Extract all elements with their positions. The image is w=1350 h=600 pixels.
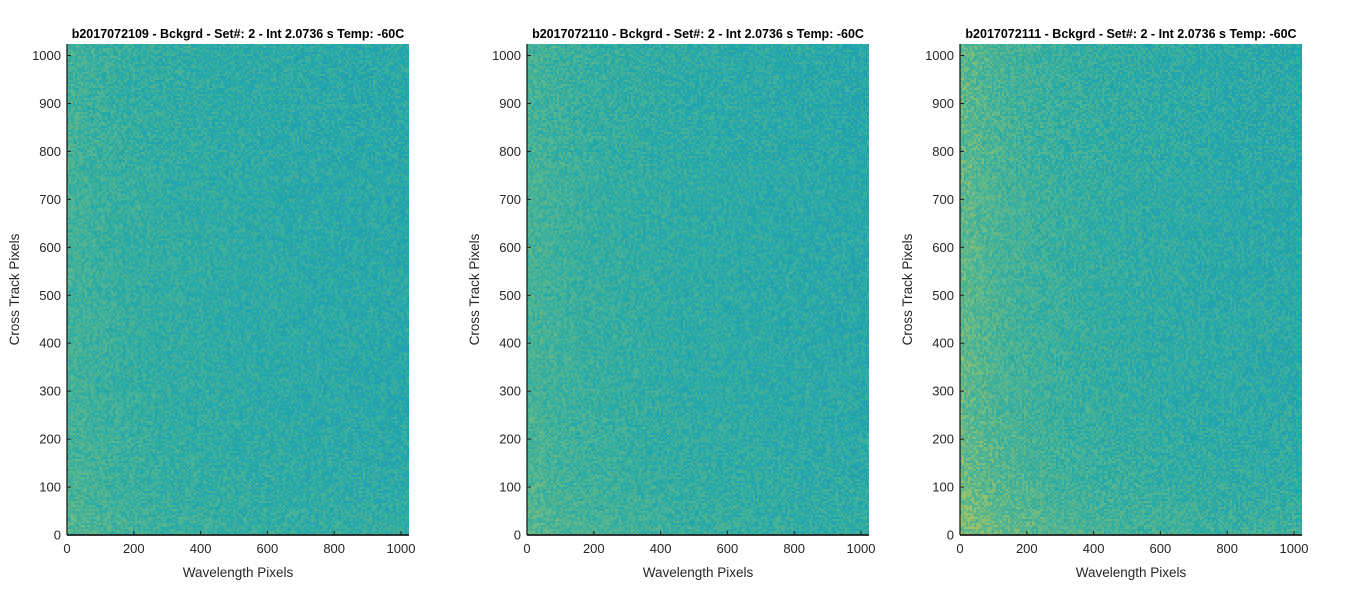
y-axis-label: Cross Track Pixels xyxy=(467,233,482,345)
y-tick-label: 500 xyxy=(499,288,521,303)
y-tick-label: 300 xyxy=(39,384,61,399)
chart-title: b2017072110 - Bckgrd - Set#: 2 - Int 2.0… xyxy=(532,27,864,41)
y-axis-label: Cross Track Pixels xyxy=(900,233,915,345)
y-tick-label: 800 xyxy=(932,144,954,159)
chart-title: b2017072109 - Bckgrd - Set#: 2 - Int 2.0… xyxy=(72,27,405,41)
y-tick-label: 400 xyxy=(932,336,954,351)
y-tick-label: 800 xyxy=(499,144,521,159)
x-tick-label: 600 xyxy=(257,541,279,556)
x-axis-label: Wavelength Pixels xyxy=(643,565,754,580)
heatmap-image xyxy=(67,44,409,535)
y-tick-label: 700 xyxy=(499,192,521,207)
y-tick-label: 0 xyxy=(54,528,61,543)
y-tick-label: 0 xyxy=(947,528,954,543)
x-axis-label: Wavelength Pixels xyxy=(183,565,294,580)
x-tick-label: 800 xyxy=(323,541,345,556)
y-tick-label: 200 xyxy=(499,432,521,447)
y-tick-label: 1000 xyxy=(492,48,521,63)
x-tick-label: 0 xyxy=(63,541,70,556)
y-tick-label: 1000 xyxy=(32,48,61,63)
chart-panel-1: 0 200 400 600 800 1000 0 100 200 300 400 500 600 700 8… xyxy=(7,27,415,580)
y-tick-label: 600 xyxy=(932,240,954,255)
x-tick-label: 0 xyxy=(956,541,963,556)
chart-title: b2017072111 - Bckgrd - Set#: 2 - Int 2.0… xyxy=(965,27,1296,41)
heatmap-image xyxy=(527,44,869,535)
x-tick-label: 400 xyxy=(190,541,212,556)
y-tick-label: 100 xyxy=(39,480,61,495)
x-tick-label: 400 xyxy=(650,541,672,556)
y-tick-label: 100 xyxy=(499,480,521,495)
y-axis-label: Cross Track Pixels xyxy=(7,233,22,345)
x-tick-label: 600 xyxy=(717,541,739,556)
y-tick-label: 600 xyxy=(39,240,61,255)
chart-panel-3: 0 200 400 600 800 1000 0 100 200 300 400 500 600 700 8… xyxy=(900,27,1308,580)
x-tick-label: 1000 xyxy=(387,541,416,556)
y-tick-label: 600 xyxy=(499,240,521,255)
chart-panel-2: 0 200 400 600 800 1000 0 100 200 300 400 500 600 700 8… xyxy=(467,27,875,580)
y-tick-label: 1000 xyxy=(925,48,954,63)
y-tick-label: 800 xyxy=(39,144,61,159)
x-tick-label: 1000 xyxy=(847,541,876,556)
y-tick-label: 500 xyxy=(932,288,954,303)
x-tick-label: 800 xyxy=(783,541,805,556)
y-tick-label: 200 xyxy=(932,432,954,447)
y-tick-label: 500 xyxy=(39,288,61,303)
y-tick-label: 900 xyxy=(499,96,521,111)
y-tick-label: 400 xyxy=(39,336,61,351)
x-tick-label: 600 xyxy=(1150,541,1172,556)
heatmap-image xyxy=(960,44,1302,535)
x-axis-label: Wavelength Pixels xyxy=(1076,565,1187,580)
x-tick-label: 1000 xyxy=(1280,541,1309,556)
x-tick-label: 200 xyxy=(1016,541,1038,556)
y-tick-label: 100 xyxy=(932,480,954,495)
y-tick-label: 700 xyxy=(39,192,61,207)
y-tick-label: 900 xyxy=(39,96,61,111)
y-tick-label: 900 xyxy=(932,96,954,111)
x-tick-label: 200 xyxy=(123,541,145,556)
y-tick-label: 300 xyxy=(499,384,521,399)
x-tick-label: 400 xyxy=(1083,541,1105,556)
y-tick-label: 300 xyxy=(932,384,954,399)
x-tick-label: 200 xyxy=(583,541,605,556)
x-tick-label: 800 xyxy=(1216,541,1238,556)
y-tick-label: 0 xyxy=(514,528,521,543)
y-tick-label: 700 xyxy=(932,192,954,207)
y-tick-label: 400 xyxy=(499,336,521,351)
x-tick-label: 0 xyxy=(523,541,530,556)
y-tick-label: 200 xyxy=(39,432,61,447)
